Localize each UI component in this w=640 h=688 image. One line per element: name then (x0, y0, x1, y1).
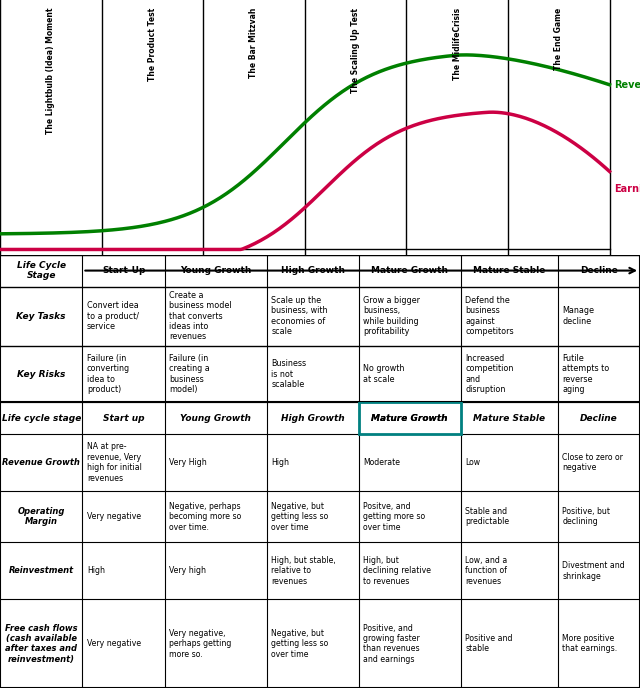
Text: Positve, and
getting more so
over time: Positve, and getting more so over time (364, 502, 426, 532)
Text: The Midlife​Crisis​: The Midlife​Crisis​ (452, 8, 461, 80)
Text: Negative, perhaps
becoming more so
over time.: Negative, perhaps becoming more so over … (170, 502, 242, 532)
Text: Failure (in
converting
idea to
product): Failure (in converting idea to product) (87, 354, 130, 394)
Text: High, but stable,
relative to
revenues: High, but stable, relative to revenues (271, 556, 336, 586)
Text: Young Growth: Young Growth (180, 413, 251, 422)
Text: The End Game: The End Game (554, 8, 563, 70)
Text: Very negative: Very negative (87, 512, 141, 522)
Text: Failure (in
creating a
business
model): Failure (in creating a business model) (170, 354, 210, 394)
Text: The Product Test: The Product Test (148, 8, 157, 81)
Text: The Lightbulb (Idea) Moment: The Lightbulb (Idea) Moment (46, 8, 55, 134)
Text: Free cash flows
(cash available
after taxes and
reinvestment): Free cash flows (cash available after ta… (5, 623, 77, 664)
Text: Very High: Very High (170, 458, 207, 467)
Text: Divestment and
shrinkage: Divestment and shrinkage (562, 561, 625, 581)
Text: Convert idea
to a product/
service: Convert idea to a product/ service (87, 301, 139, 331)
Text: Mature Growth: Mature Growth (371, 413, 448, 422)
Text: Reven: Reven (614, 80, 640, 89)
Text: NA at pre-
revenue, Very
high for initial
revenues: NA at pre- revenue, Very high for initia… (87, 442, 142, 482)
Text: Grow a bigger
business,
while building
profitability: Grow a bigger business, while building p… (364, 296, 420, 336)
Text: The Bar Mitzvah: The Bar Mitzvah (250, 8, 259, 78)
Text: Mature Growth: Mature Growth (371, 413, 448, 422)
Text: Start-Up: Start-Up (102, 266, 145, 275)
Text: Key Tasks: Key Tasks (17, 312, 66, 321)
Text: Earnin: Earnin (614, 184, 640, 194)
Text: The Scaling Up Test: The Scaling Up Test (351, 8, 360, 93)
Text: Defend the
business
against
competitors: Defend the business against competitors (465, 296, 514, 336)
Text: Low, and a
function of
revenues: Low, and a function of revenues (465, 556, 508, 586)
Text: Positive, and
growing faster
than revenues
and earnings: Positive, and growing faster than revenu… (364, 623, 420, 664)
Text: High Growth: High Growth (281, 413, 344, 422)
Text: Reinvestment: Reinvestment (9, 566, 74, 575)
Text: High: High (87, 566, 105, 575)
Bar (359, 402, 461, 434)
Text: Negative, but
getting less so
over time: Negative, but getting less so over time (271, 502, 328, 532)
Text: Life Cycle
Stage: Life Cycle Stage (17, 261, 66, 280)
Text: Increased
competition
and
disruption: Increased competition and disruption (465, 354, 513, 394)
Text: Very high: Very high (170, 566, 207, 575)
Text: Futile
attempts to
reverse
aging: Futile attempts to reverse aging (562, 354, 609, 394)
Text: Life cycle stage: Life cycle stage (1, 413, 81, 422)
Text: Stable and
predictable: Stable and predictable (465, 507, 509, 526)
Text: Key Risks: Key Risks (17, 369, 65, 378)
Text: High Growth: High Growth (281, 266, 345, 275)
Text: Mature Stable: Mature Stable (473, 266, 545, 275)
Text: Decline: Decline (580, 413, 618, 422)
Text: High: High (271, 458, 289, 467)
Text: Decline: Decline (580, 266, 618, 275)
Text: Very negative: Very negative (87, 639, 141, 648)
Text: No growth
at scale: No growth at scale (364, 365, 404, 384)
Text: Create a
business model
that converts
ideas into
revenues: Create a business model that converts id… (170, 291, 232, 341)
Text: Close to zero or
negative: Close to zero or negative (562, 453, 623, 472)
Text: Scale up the
business, with
economies of
scale: Scale up the business, with economies of… (271, 296, 328, 336)
Text: Operating
Margin: Operating Margin (17, 507, 65, 526)
Text: Young Growth: Young Growth (180, 266, 252, 275)
Text: Manage
decline: Manage decline (562, 306, 594, 326)
Text: More positive
that earnings.: More positive that earnings. (562, 634, 618, 654)
Text: Moderate: Moderate (364, 458, 401, 467)
Text: Revenue Growth: Revenue Growth (3, 458, 80, 467)
Text: Mature Stable: Mature Stable (473, 413, 545, 422)
Text: Mature Growth: Mature Growth (371, 266, 448, 275)
Text: Positive, but
declining: Positive, but declining (562, 507, 610, 526)
Text: Business
is not
scalable: Business is not scalable (271, 359, 307, 389)
Text: High, but
declining relative
to revenues: High, but declining relative to revenues (364, 556, 431, 586)
Text: Start up: Start up (103, 413, 145, 422)
Text: Positive and
stable: Positive and stable (465, 634, 513, 654)
Text: Negative, but
getting less so
over time: Negative, but getting less so over time (271, 629, 328, 658)
Text: Very negative,
perhaps getting
more so.: Very negative, perhaps getting more so. (170, 629, 232, 658)
Text: Low: Low (465, 458, 480, 467)
